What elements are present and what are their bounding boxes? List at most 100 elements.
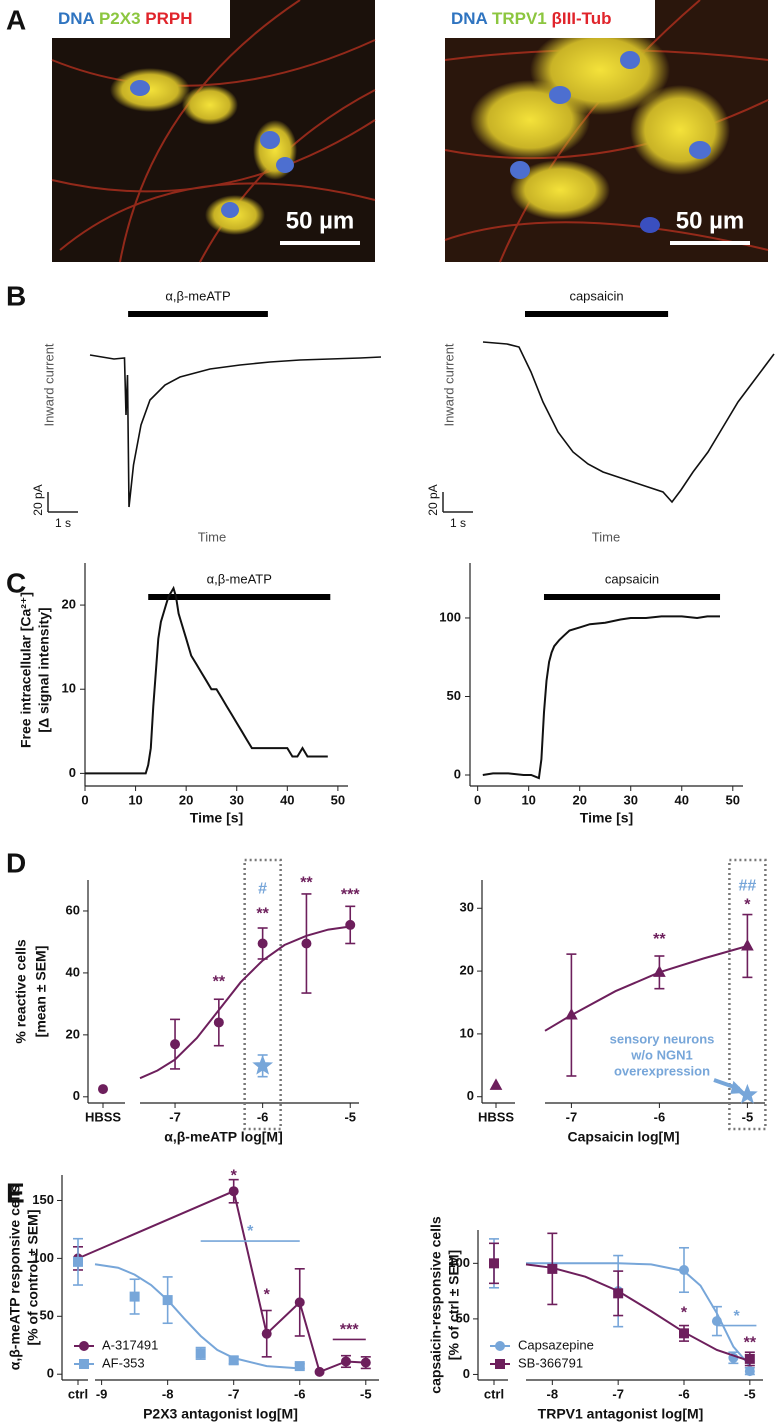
legend-label: AF-353 bbox=[102, 1355, 145, 1370]
y-axis-label: Inward current bbox=[41, 343, 56, 426]
application-label: α,β-meATP bbox=[165, 288, 230, 303]
current-trace bbox=[89, 354, 382, 508]
x-tick-label: 0 bbox=[81, 792, 88, 807]
significance: ## bbox=[739, 878, 757, 895]
data-point bbox=[73, 1256, 83, 1267]
significance: * bbox=[231, 1167, 238, 1184]
data-point bbox=[360, 1357, 371, 1368]
x-axis-label: TRPV1 antagonist log[M] bbox=[538, 1406, 704, 1422]
y-tick-label: 0 bbox=[47, 1366, 54, 1381]
data-point bbox=[228, 1355, 239, 1366]
y-tick-label: 0 bbox=[463, 1366, 470, 1381]
y-axis-label: [% of control ± SEM] bbox=[25, 1209, 41, 1345]
y-tick-label: 100 bbox=[439, 609, 461, 624]
y-axis-label: capsaicin-responsive cells bbox=[428, 1216, 444, 1394]
panel-label: E bbox=[6, 1177, 25, 1208]
scale-label: 1 s bbox=[450, 516, 466, 530]
current-trace bbox=[482, 341, 775, 504]
y-tick-label: 50 bbox=[40, 1308, 54, 1323]
legend-label: SB-366791 bbox=[518, 1355, 583, 1370]
data-point bbox=[129, 1291, 140, 1302]
data-point bbox=[257, 938, 268, 949]
data-point bbox=[294, 1297, 305, 1308]
fit-curve bbox=[139, 925, 351, 1080]
label-box bbox=[52, 0, 230, 38]
y-tick-label: 60 bbox=[66, 902, 80, 917]
data-point bbox=[711, 1316, 722, 1327]
panel-label: A bbox=[6, 4, 26, 35]
panel-label: C bbox=[6, 567, 26, 598]
y-tick-label: 0 bbox=[454, 766, 461, 781]
x-tick-label: HBSS bbox=[478, 1109, 514, 1124]
note: sensory neurons bbox=[610, 1031, 715, 1046]
x-tick-label: -6 bbox=[654, 1109, 666, 1124]
note: w/o NGN1 bbox=[630, 1047, 692, 1062]
data-point bbox=[162, 1295, 173, 1306]
y-tick-label: 100 bbox=[32, 1250, 54, 1265]
data-point bbox=[565, 1008, 578, 1020]
y-tick-label: 20 bbox=[460, 963, 474, 978]
stain: DNA bbox=[451, 9, 488, 28]
data-point bbox=[744, 1366, 755, 1377]
significance: * bbox=[681, 1305, 688, 1322]
y-tick-label: 10 bbox=[460, 1025, 474, 1040]
x-tick-label: 30 bbox=[229, 792, 243, 807]
x-tick-label: 20 bbox=[179, 792, 193, 807]
y-tick-label: 150 bbox=[32, 1192, 54, 1207]
y-tick-label: 0 bbox=[73, 1088, 80, 1103]
line bbox=[85, 585, 328, 775]
legend-marker bbox=[495, 1359, 505, 1369]
y-tick-label: 20 bbox=[62, 597, 76, 612]
y-tick-label: 100 bbox=[448, 1255, 470, 1270]
significance: * bbox=[744, 896, 751, 913]
legend-label: Capsazepine bbox=[518, 1337, 594, 1352]
x-tick-label: -5 bbox=[344, 1109, 356, 1124]
significance: *** bbox=[340, 1322, 359, 1339]
x-axis-label: α,β-meATP log[M] bbox=[164, 1129, 283, 1145]
significance: *** bbox=[341, 887, 360, 904]
significance: ** bbox=[256, 905, 269, 922]
y-axis-label: [mean ± SEM] bbox=[33, 946, 49, 1038]
y-tick-label: 50 bbox=[456, 1310, 470, 1325]
significance: ** bbox=[744, 1335, 757, 1352]
legend-marker bbox=[495, 1341, 505, 1351]
y-axis-label: [Δ signal intensity] bbox=[36, 607, 52, 732]
x-tick-label: -5 bbox=[742, 1109, 754, 1124]
x-tick-label: 10 bbox=[521, 792, 535, 807]
data-point bbox=[228, 1186, 239, 1197]
legend-marker bbox=[79, 1341, 89, 1351]
significance: # bbox=[258, 881, 267, 898]
panel-label: B bbox=[6, 280, 26, 311]
x-tick-label: 40 bbox=[675, 792, 689, 807]
application-label: α,β-meATP bbox=[207, 571, 272, 586]
stain: P2X3 bbox=[99, 9, 141, 28]
data-point bbox=[301, 938, 312, 949]
stain: PRPH bbox=[145, 9, 192, 28]
fit-curve bbox=[526, 1262, 751, 1367]
scale-label: 20 pA bbox=[31, 484, 45, 515]
data-point bbox=[679, 1265, 689, 1275]
x-axis-label: P2X3 antagonist log[M] bbox=[143, 1406, 298, 1422]
x-tick-label: -8 bbox=[162, 1386, 174, 1401]
data-point bbox=[261, 1328, 272, 1339]
panel-label: D bbox=[6, 847, 26, 878]
x-tick-label: -6 bbox=[257, 1109, 269, 1124]
data-point bbox=[345, 919, 356, 930]
scale-label: 50 µm bbox=[676, 207, 745, 234]
significance: * bbox=[264, 1287, 271, 1304]
x-tick-label: HBSS bbox=[85, 1109, 121, 1124]
highlight-box bbox=[728, 858, 767, 1131]
scale-label: 20 pA bbox=[426, 484, 440, 515]
fit-curve bbox=[94, 1263, 300, 1370]
application-label: capsaicin bbox=[569, 288, 623, 303]
y-tick-label: 0 bbox=[69, 765, 76, 780]
x-tick-label: -6 bbox=[678, 1386, 690, 1401]
y-axis-label: α,β-meATP responsive cells bbox=[7, 1185, 23, 1371]
x-tick-label: -5 bbox=[744, 1386, 756, 1401]
data-point bbox=[741, 938, 754, 951]
x-tick-label: -9 bbox=[96, 1386, 108, 1401]
stain: DNA bbox=[58, 9, 95, 28]
x-tick-label: -7 bbox=[566, 1109, 578, 1124]
x-tick-label: -8 bbox=[547, 1386, 559, 1401]
